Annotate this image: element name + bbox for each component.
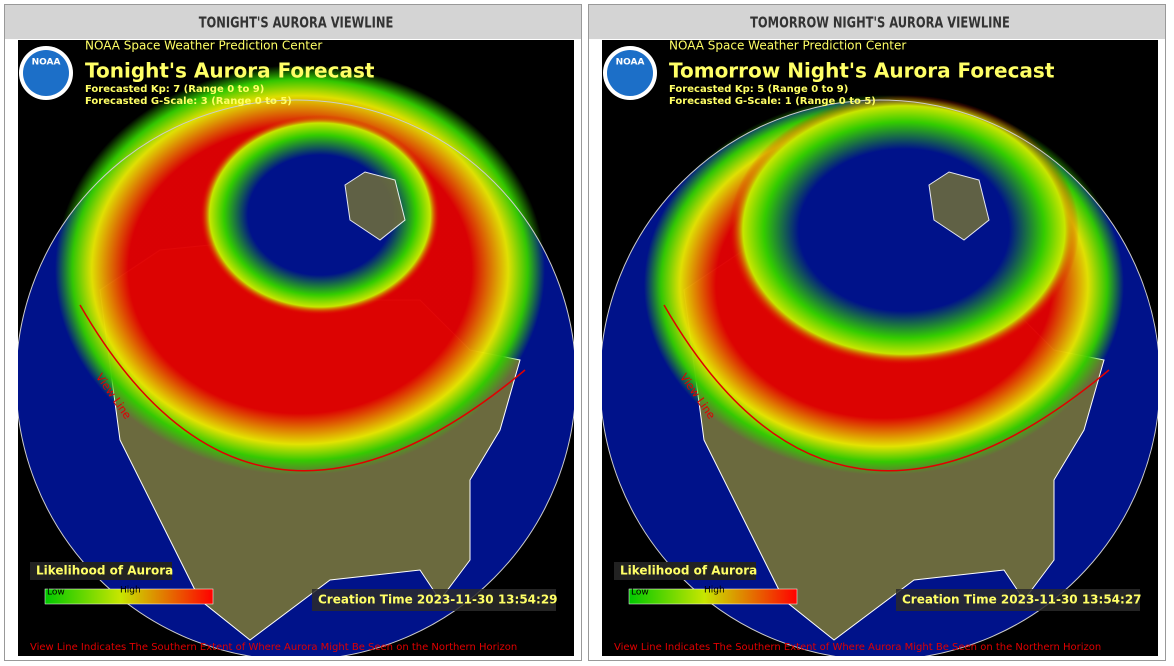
logo-inner (23, 50, 69, 96)
legend-low: Low (631, 588, 649, 598)
creation-bg (312, 589, 556, 611)
footer: View Line Indicates The Southern Extent … (614, 642, 1101, 653)
legend-title: Likelihood of Aurora (620, 564, 757, 578)
legend-low: Low (47, 588, 65, 598)
kp: Forecasted Kp: 5 (Range 0 to 9) (669, 84, 848, 95)
footer: View Line Indicates The Southern Extent … (30, 642, 517, 653)
forecast-title: Tonight's Aurora Forecast (85, 59, 375, 83)
map: View Line (18, 65, 574, 656)
g-scale: Forecasted G-Scale: 3 (Range 0 to 5) (85, 96, 292, 107)
creation-bg (896, 589, 1140, 611)
panel: TOMORROW NIGHT'S AURORA VIEWLINE View Lin… (588, 4, 1166, 661)
kp: Forecasted Kp: 7 (Range 0 to 9) (85, 84, 264, 95)
greenland-top (928, 171, 990, 241)
panel-header-bg (5, 5, 581, 39)
view-line (663, 304, 1110, 472)
panel-header: TONIGHT'S AURORA VIEWLINE (199, 14, 394, 31)
source: NOAA Space Weather Prediction Center (669, 39, 906, 53)
legend-high: High (120, 586, 141, 596)
legend-bar (628, 588, 798, 605)
legend-bg (30, 562, 172, 580)
logo-inner (607, 50, 653, 96)
panel-header-bg (589, 5, 1165, 39)
g-scale: Forecasted G-Scale: 1 (Range 0 to 5) (669, 96, 876, 107)
legend-high: High (704, 586, 725, 596)
globe-edge (18, 99, 574, 656)
greenland-top (344, 171, 406, 241)
legend-bg (614, 562, 756, 580)
logo-text: NOAA (616, 58, 645, 68)
view-line (79, 304, 526, 472)
logo-text: NOAA (32, 58, 61, 68)
panel-header: TOMORROW NIGHT'S AURORA VIEWLINE (750, 14, 1010, 31)
globe-edge (602, 99, 1158, 656)
creation-time: Creation Time 2023-11-30 13:54:27 (902, 593, 1142, 607)
creation-time: Creation Time 2023-11-30 13:54:29 (318, 593, 558, 607)
legend-title: Likelihood of Aurora (36, 564, 173, 578)
source: NOAA Space Weather Prediction Center (85, 39, 322, 53)
forecast-title: Tomorrow Night's Aurora Forecast (669, 59, 1055, 83)
aurora-hole (729, 95, 1079, 365)
map: View Line (602, 95, 1158, 656)
legend-bar (44, 588, 214, 605)
aurora-hole (200, 115, 440, 315)
